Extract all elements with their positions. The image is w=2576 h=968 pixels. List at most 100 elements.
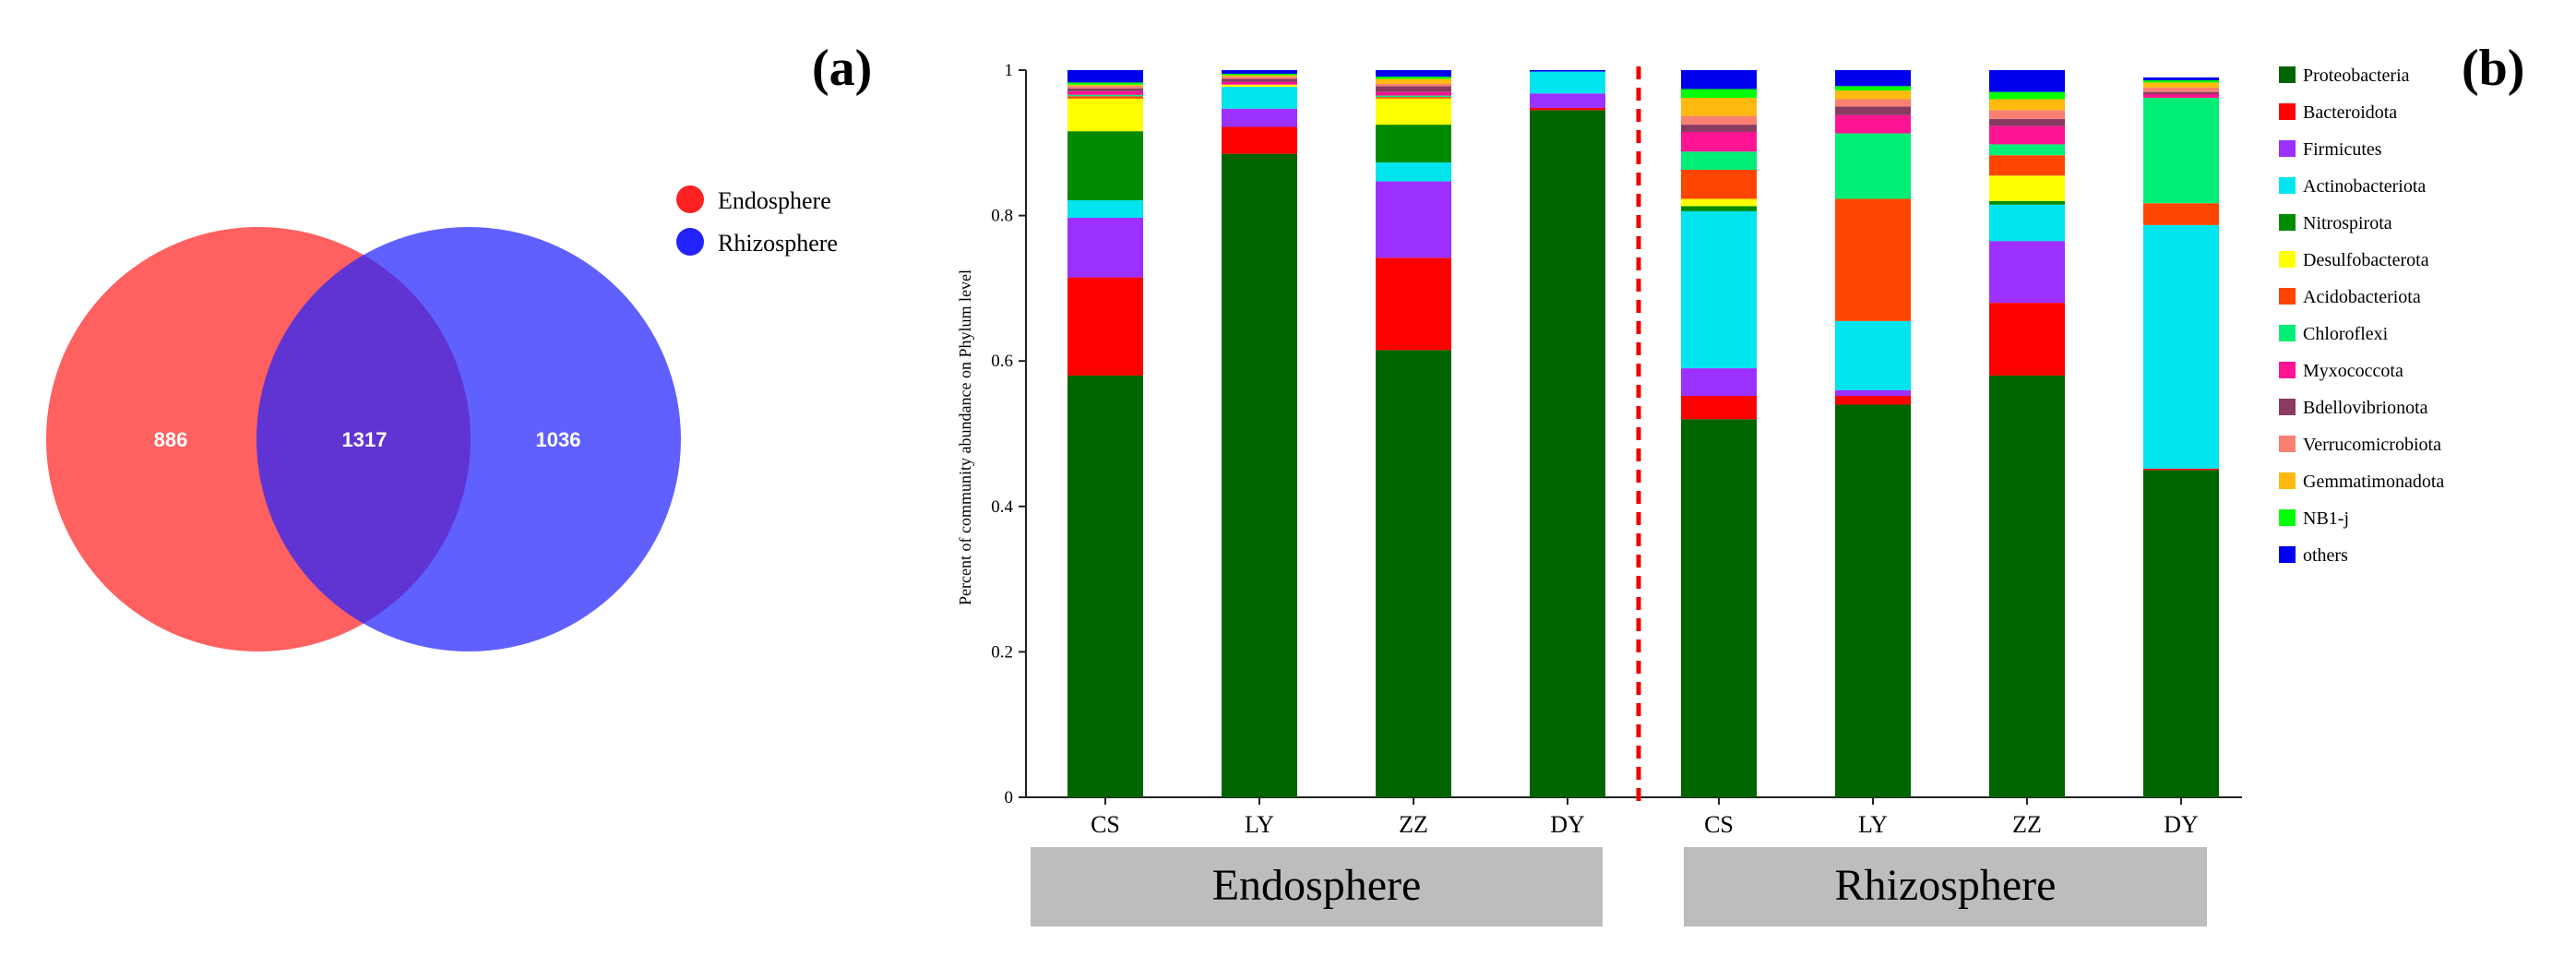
legend-swatch xyxy=(2279,214,2296,231)
bar-segment xyxy=(1067,90,1143,95)
bar-segment xyxy=(1376,350,1451,797)
bar-segment xyxy=(1222,70,1297,74)
legend-swatch xyxy=(2279,288,2296,305)
bar-stack xyxy=(1681,70,1757,797)
bar-segment xyxy=(1835,404,1911,797)
y-tick-label: 1 xyxy=(1005,61,1014,80)
bar-segment xyxy=(1989,303,2065,376)
bar-segment xyxy=(1989,125,2065,145)
x-tick-label: CS xyxy=(1704,811,1734,838)
legend-swatch xyxy=(2279,436,2296,452)
bar-segment xyxy=(1067,84,1143,87)
bar-segment xyxy=(1067,131,1143,201)
bar-segment xyxy=(1681,419,1757,797)
bar-stack xyxy=(1222,70,1297,797)
bar-segment xyxy=(1989,91,2065,100)
bar-segment xyxy=(1681,70,1757,90)
venn-count-rhizosphere-only: 1036 xyxy=(536,428,581,451)
bar-segment xyxy=(2143,224,2219,469)
bar-segment xyxy=(1530,70,1605,72)
bar-segment xyxy=(1835,99,1911,107)
bar-segment xyxy=(1989,200,2065,205)
bar-segment xyxy=(1681,125,1757,132)
bar-segment xyxy=(1681,89,1757,98)
bar-segment xyxy=(1376,78,1451,84)
bar-segment xyxy=(1835,114,1911,134)
y-tick-label: 0.2 xyxy=(991,642,1013,662)
bar-segment xyxy=(1989,204,2065,242)
legend-swatch xyxy=(2279,66,2296,83)
y-tick-label: 0.6 xyxy=(991,352,1013,371)
bar-segment xyxy=(1067,88,1143,91)
bar-stack xyxy=(1376,70,1451,797)
bar-segment xyxy=(1835,86,1911,91)
bar-segment xyxy=(1681,368,1757,397)
bar-segment xyxy=(2143,94,2219,98)
bar-stack xyxy=(1067,70,1143,797)
bar-segment xyxy=(2143,80,2219,83)
bar-segment xyxy=(1067,70,1143,83)
legend-label: Proteobacteria xyxy=(2303,66,2410,86)
bar-segment xyxy=(1222,81,1297,85)
bar-segment xyxy=(1067,94,1143,97)
bar-segment xyxy=(1376,98,1451,125)
bar-segment xyxy=(1989,241,2065,304)
legend-label: Actinobacteriota xyxy=(2303,176,2426,197)
bar-segment xyxy=(1989,144,2065,156)
bar-segment xyxy=(1067,86,1143,89)
bar-stack xyxy=(1989,70,2065,797)
bar-stack xyxy=(1530,70,1605,798)
bar-segment xyxy=(1376,257,1451,351)
bar-segment xyxy=(1835,133,1911,199)
bar-segment xyxy=(1376,70,1451,78)
bar-segment xyxy=(1222,84,1297,88)
venn-legend-label-endosphere: Endosphere xyxy=(718,187,831,214)
bar-segment xyxy=(1067,217,1143,278)
y-tick-label: 0.8 xyxy=(991,207,1013,226)
bar-segment xyxy=(1067,82,1143,85)
bar-segment xyxy=(1835,106,1911,115)
bar-segment xyxy=(1222,78,1297,82)
group-label: Endosphere xyxy=(1212,861,1422,910)
bar-segment xyxy=(1835,70,1911,87)
y-axis: 0 0.2 0.4 0.6 0.8 1 xyxy=(991,61,1027,807)
bar-segment xyxy=(2143,87,2219,92)
panel-label-a: (a) xyxy=(812,40,872,97)
bar-segment xyxy=(1835,389,1911,397)
bar-segment xyxy=(1989,118,2065,126)
bar-segment xyxy=(1376,162,1451,182)
venn-circle-rhizosphere xyxy=(256,227,681,651)
bar-segment xyxy=(1376,95,1451,98)
bar-segment xyxy=(1376,86,1451,92)
legend-label: Gemmatimonadota xyxy=(2303,472,2444,492)
bar-segment xyxy=(2143,82,2219,88)
legend-swatch xyxy=(2279,472,2296,489)
bar-segment xyxy=(1222,75,1297,78)
bar-segment xyxy=(1530,71,1605,94)
bar-segment xyxy=(1067,277,1143,376)
legend-label: others xyxy=(2303,545,2348,566)
y-axis-label: Percent of community abundance on Phylum… xyxy=(956,269,974,605)
legend-label: Myxococcota xyxy=(2303,361,2403,381)
bar-segment xyxy=(1989,110,2065,119)
venn-legend-marker-endosphere xyxy=(676,185,704,213)
bar-segment xyxy=(1222,87,1297,109)
bar-segment xyxy=(1530,93,1605,108)
group-label: Rhizosphere xyxy=(1835,861,2057,910)
bar-segment xyxy=(2143,77,2219,81)
bar-segment xyxy=(1376,125,1451,163)
bar-segment xyxy=(1681,206,1757,211)
panel-label-b: (b) xyxy=(2462,40,2524,97)
bar-segment xyxy=(1835,396,1911,405)
bar-segment xyxy=(2143,91,2219,95)
legend-swatch xyxy=(2279,103,2296,120)
bar-stack xyxy=(2143,77,2219,797)
legend-swatch xyxy=(2279,177,2296,194)
legend-swatch xyxy=(2279,362,2296,378)
venn-panel: (a) 886 1317 1036 Endosphere Rhizosphere xyxy=(46,40,872,651)
bar-segment xyxy=(2143,97,2219,204)
bar-segment xyxy=(1989,70,2065,92)
legend-swatch xyxy=(2279,399,2296,415)
legend-label: Desulfobacterota xyxy=(2303,250,2429,270)
bar-segment xyxy=(1681,115,1757,125)
